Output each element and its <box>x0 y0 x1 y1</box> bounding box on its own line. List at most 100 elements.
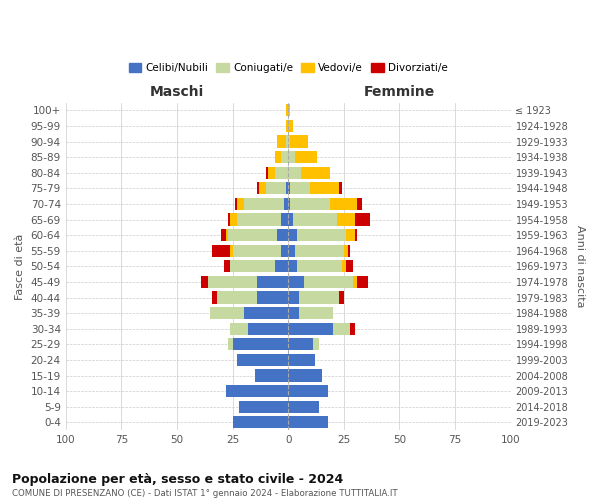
Bar <box>255 370 288 382</box>
Bar <box>226 385 288 397</box>
Bar <box>281 244 288 257</box>
Bar <box>290 136 308 147</box>
Bar <box>288 400 319 413</box>
Legend: Celibi/Nubili, Coniugati/e, Vedovi/e, Divorziati/e: Celibi/Nubili, Coniugati/e, Vedovi/e, Di… <box>124 58 452 77</box>
Bar <box>288 385 328 397</box>
Bar <box>221 229 226 241</box>
Bar <box>288 104 290 117</box>
Bar <box>331 198 357 210</box>
Bar <box>288 307 299 319</box>
Bar <box>339 182 341 194</box>
Bar <box>259 182 266 194</box>
Bar <box>332 322 350 335</box>
Bar <box>288 244 295 257</box>
Bar <box>233 416 288 428</box>
Bar <box>281 214 288 226</box>
Bar <box>286 136 288 147</box>
Bar <box>233 338 288 350</box>
Bar <box>275 166 288 179</box>
Bar <box>239 400 288 413</box>
Bar <box>288 120 293 132</box>
Bar <box>297 260 341 272</box>
Bar <box>310 182 339 194</box>
Bar <box>281 151 288 163</box>
Bar <box>290 182 310 194</box>
Bar <box>301 166 331 179</box>
Bar <box>277 136 286 147</box>
Y-axis label: Fasce di età: Fasce di età <box>15 233 25 300</box>
Bar <box>228 229 277 241</box>
Bar <box>297 229 346 241</box>
Bar <box>299 292 339 304</box>
Bar <box>226 229 228 241</box>
Bar <box>237 214 281 226</box>
Bar <box>288 354 315 366</box>
Bar <box>288 370 322 382</box>
Bar <box>266 166 268 179</box>
Bar <box>346 260 353 272</box>
Bar <box>244 198 284 210</box>
Bar <box>299 307 332 319</box>
Bar <box>304 276 353 288</box>
Bar <box>288 229 297 241</box>
Bar <box>353 276 357 288</box>
Bar <box>208 276 257 288</box>
Bar <box>244 307 288 319</box>
Bar <box>237 354 288 366</box>
Bar <box>288 151 295 163</box>
Bar <box>228 214 230 226</box>
Bar <box>288 214 293 226</box>
Bar <box>248 322 288 335</box>
Bar <box>288 260 297 272</box>
Bar <box>228 338 233 350</box>
Bar <box>266 182 286 194</box>
Bar <box>293 214 337 226</box>
Bar <box>288 338 313 350</box>
Bar <box>230 322 248 335</box>
Bar <box>235 198 237 210</box>
Bar <box>339 292 344 304</box>
Text: Femmine: Femmine <box>364 86 435 100</box>
Bar <box>257 276 288 288</box>
Bar <box>224 260 230 272</box>
Bar <box>230 214 237 226</box>
Bar <box>355 229 357 241</box>
Bar <box>357 198 362 210</box>
Bar <box>268 166 275 179</box>
Bar <box>288 136 290 147</box>
Bar <box>230 260 275 272</box>
Bar <box>295 151 317 163</box>
Bar <box>337 214 355 226</box>
Bar <box>288 198 290 210</box>
Bar <box>233 244 281 257</box>
Bar <box>286 104 288 117</box>
Bar <box>286 120 288 132</box>
Bar <box>348 244 350 257</box>
Bar <box>288 416 328 428</box>
Bar <box>230 244 233 257</box>
Bar <box>355 214 370 226</box>
Bar <box>275 151 281 163</box>
Bar <box>210 307 244 319</box>
Bar <box>217 292 257 304</box>
Bar <box>350 322 355 335</box>
Y-axis label: Anni di nascita: Anni di nascita <box>575 225 585 308</box>
Bar <box>212 244 230 257</box>
Bar <box>357 276 368 288</box>
Bar <box>344 244 348 257</box>
Bar <box>237 198 244 210</box>
Bar <box>290 198 331 210</box>
Bar <box>275 260 288 272</box>
Bar <box>257 182 259 194</box>
Bar <box>277 229 288 241</box>
Bar <box>295 244 344 257</box>
Text: COMUNE DI PRESENZANO (CE) - Dati ISTAT 1° gennaio 2024 - Elaborazione TUTTITALIA: COMUNE DI PRESENZANO (CE) - Dati ISTAT 1… <box>12 489 398 498</box>
Text: Popolazione per età, sesso e stato civile - 2024: Popolazione per età, sesso e stato civil… <box>12 472 343 486</box>
Bar <box>288 166 301 179</box>
Bar <box>286 182 288 194</box>
Bar <box>257 292 288 304</box>
Bar <box>202 276 208 288</box>
Bar <box>288 182 290 194</box>
Text: Maschi: Maschi <box>150 86 204 100</box>
Bar <box>341 260 346 272</box>
